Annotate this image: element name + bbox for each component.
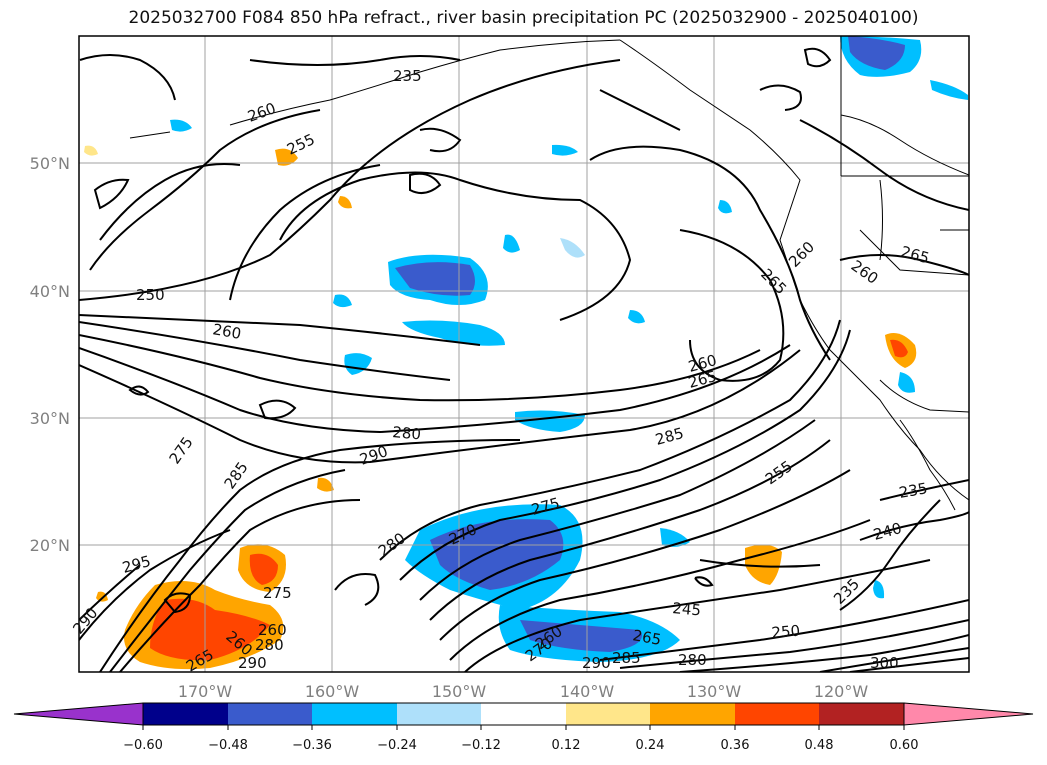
shading-layer xyxy=(84,36,968,670)
colorbar-segment xyxy=(481,703,566,725)
map-title: 2025032700 F084 850 hPa refract., river … xyxy=(128,8,919,28)
plot-area xyxy=(79,36,969,672)
blue-patch xyxy=(930,80,968,100)
contour-label: 280 xyxy=(678,651,707,669)
colorbar-segment xyxy=(735,703,819,725)
contour-label: 250 xyxy=(771,622,801,642)
latitude-label: 30°N xyxy=(30,409,70,428)
colorbar-segment xyxy=(312,703,397,725)
contour-label: 245 xyxy=(672,599,702,619)
colorbar-tick-label: 0.12 xyxy=(552,738,581,753)
orange-patch xyxy=(338,196,352,209)
blue-patch xyxy=(333,294,352,308)
longitude-label: 130°W xyxy=(687,682,742,701)
longitude-label: 140°W xyxy=(560,682,615,701)
latitude-label: 50°N xyxy=(30,154,70,173)
colorbar-tick-label: 0.48 xyxy=(805,738,834,753)
blue-patch xyxy=(395,262,475,296)
colorbar-tick-label: 0.36 xyxy=(721,738,750,753)
blue-patch xyxy=(560,238,585,258)
colorbar-tick-label: −0.48 xyxy=(208,738,248,753)
blue-patch xyxy=(552,144,578,156)
contour-label: 265 xyxy=(631,626,662,649)
blue-patch xyxy=(402,320,505,346)
latitude-label: 20°N xyxy=(30,536,70,555)
contour-label: 260 xyxy=(258,621,287,639)
blue-patch xyxy=(344,353,372,375)
colorbar-tick-label: −0.36 xyxy=(292,738,332,753)
longitude-label: 160°W xyxy=(305,682,360,701)
coastlines xyxy=(129,36,969,511)
blue-patch xyxy=(503,234,520,253)
orange-patch xyxy=(745,544,782,585)
longitude-label: 120°W xyxy=(814,682,869,701)
contour-label: 235 xyxy=(393,67,422,85)
plot-frame xyxy=(78,35,970,673)
contour-label: 300 xyxy=(870,654,899,672)
contour-label: 290 xyxy=(238,654,267,672)
blue-patch xyxy=(898,372,915,393)
colorbar-tick-label: −0.24 xyxy=(377,738,417,753)
latitude-label: 40°N xyxy=(30,282,70,301)
contour-label: 250 xyxy=(136,286,165,304)
blue-patch xyxy=(873,580,885,599)
colorbar-tick-label: 0.60 xyxy=(890,738,919,753)
longitude-axis: 170°W 160°W 150°W 140°W 130°W 120°W xyxy=(178,682,869,701)
colorbar-segment xyxy=(143,703,228,725)
colorbar-min-extension xyxy=(13,702,144,726)
blue-patch xyxy=(628,310,645,324)
colorbar-max-extension xyxy=(903,702,1034,726)
colorbar-segment xyxy=(566,703,650,725)
colorbar-segment xyxy=(228,703,312,725)
orange-patch xyxy=(890,339,908,358)
orange-patch xyxy=(275,148,298,166)
colorbar-tick-label: 0.24 xyxy=(636,738,665,753)
blue-patch xyxy=(718,200,732,214)
contour-label: 285 xyxy=(612,649,641,667)
orange-patch xyxy=(249,553,278,585)
orange-patch xyxy=(150,598,270,661)
longitude-label: 170°W xyxy=(178,682,233,701)
contour-label: 290 xyxy=(582,654,611,672)
colorbar-segment xyxy=(650,703,735,725)
contour-label: 280 xyxy=(255,636,284,654)
latitude-axis: 50°N 40°N 30°N 20°N xyxy=(30,154,70,555)
colorbar-tick-label: −0.12 xyxy=(461,738,501,753)
orange-patch xyxy=(84,145,98,156)
blue-patch xyxy=(170,119,192,132)
contour-label: 280 xyxy=(392,423,422,443)
contour-label: 275 xyxy=(263,584,292,602)
colorbar-segment xyxy=(397,703,481,725)
contour-label: 260 xyxy=(211,320,242,343)
orange-patch xyxy=(96,591,108,602)
longitude-label: 150°W xyxy=(432,682,487,701)
colorbar: −0.60 −0.48 −0.36 −0.24 −0.12 0.12 0.24 … xyxy=(13,702,1034,753)
colorbar-segment xyxy=(819,703,904,725)
contour-label: 235 xyxy=(898,479,929,502)
blue-patch xyxy=(848,36,905,70)
colorbar-tick-label: −0.60 xyxy=(123,738,163,753)
orange-patch xyxy=(317,477,334,492)
contour-lines xyxy=(79,47,969,672)
